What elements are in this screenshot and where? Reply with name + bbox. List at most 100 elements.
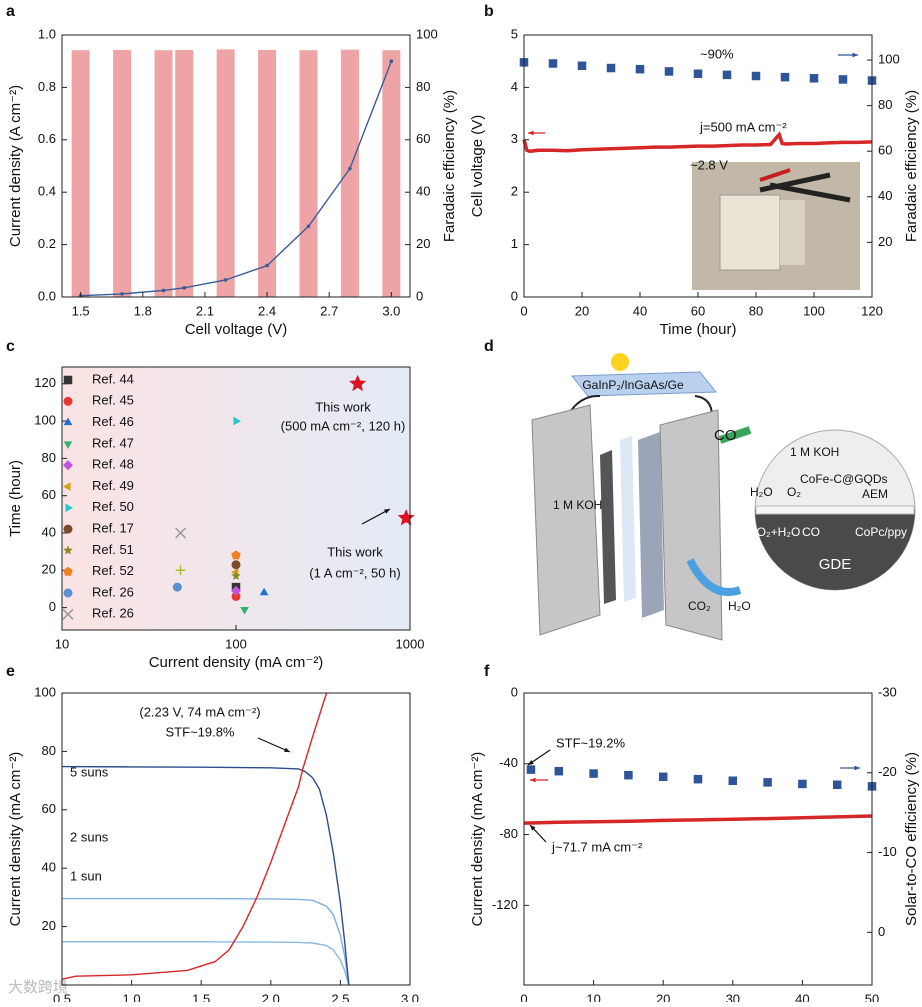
annotation: ~2.8 V xyxy=(690,157,728,172)
sun xyxy=(611,353,629,371)
y-tick-label: 80 xyxy=(42,743,56,758)
y2-tick-label: 60 xyxy=(416,131,430,146)
plate xyxy=(531,404,601,636)
diagram-label: 1 M KOH xyxy=(553,498,602,512)
aem xyxy=(755,505,915,515)
marker xyxy=(763,778,772,787)
marker xyxy=(175,527,187,539)
y2-tick-label: 40 xyxy=(416,184,430,199)
y2-axis-label: Solar-to-CO efficiency (%) xyxy=(903,752,920,926)
bar xyxy=(340,49,359,298)
x-tick-label: 120 xyxy=(861,303,883,318)
marker xyxy=(693,774,703,784)
y2-tick-label: 60 xyxy=(878,143,892,158)
annotation: STF~19.2% xyxy=(556,735,625,750)
y2-tick-label: -20 xyxy=(878,764,897,779)
annotation-arrow xyxy=(257,737,291,753)
line-point xyxy=(348,166,352,171)
y2-tick-label: 0 xyxy=(416,288,423,303)
x-axis-label: Current density (mA cm⁻²) xyxy=(149,654,324,671)
annotation: j~71.7 mA cm⁻² xyxy=(551,839,643,854)
x-tick-label: 40 xyxy=(633,303,647,318)
y-tick-label: 4 xyxy=(511,79,518,94)
annotation: 1 sun xyxy=(70,868,102,883)
x-tick-label: 30 xyxy=(726,991,740,1002)
marker xyxy=(175,565,186,576)
line-point xyxy=(182,286,187,290)
marker xyxy=(231,560,241,570)
legend-label: Ref. 48 xyxy=(92,457,134,472)
x-axis-label: Time (hour) xyxy=(660,321,737,338)
photo-device xyxy=(780,200,805,265)
annotation: ~90% xyxy=(700,46,734,61)
x-axis-label: Cell voltage (V) xyxy=(185,321,288,338)
y-axis-label: Current density (mA cm⁻²) xyxy=(7,752,24,927)
diagram-label: CO xyxy=(714,427,737,444)
arrow-head xyxy=(530,777,536,783)
annotation: STF~19.8% xyxy=(165,724,234,739)
diagram-label: H₂O xyxy=(750,485,773,499)
y-tick-label: 80 xyxy=(42,450,56,465)
x-tick-label: 100 xyxy=(803,303,825,318)
y-tick-label: 0 xyxy=(511,288,518,303)
x-tick-label: 2.5 xyxy=(331,991,349,1002)
photo-cable xyxy=(759,168,791,182)
y2-tick-label: 80 xyxy=(878,97,892,112)
line xyxy=(522,131,873,154)
panel-label: f xyxy=(484,663,490,680)
diagram-label: H₂O xyxy=(728,599,751,613)
bar xyxy=(154,50,173,297)
y-tick-label: 120 xyxy=(34,375,56,390)
marker xyxy=(722,70,732,80)
y-tick-label: 0.4 xyxy=(38,184,56,199)
plot-frame xyxy=(61,692,411,986)
y-tick-label: 5 xyxy=(511,26,518,41)
y2-tick-label: 80 xyxy=(416,79,430,94)
marker xyxy=(172,582,182,592)
annotation: This work xyxy=(327,544,383,559)
y-tick-label: 1.0 xyxy=(38,26,56,41)
y2-tick-label: 40 xyxy=(878,188,892,203)
legend-label: Ref. 49 xyxy=(92,478,134,493)
annotation: j=500 mA cm⁻² xyxy=(699,119,787,134)
line-point xyxy=(389,59,394,63)
legend-marker xyxy=(63,566,73,576)
y-tick-label: 40 xyxy=(42,860,56,875)
y-tick-label: 0.6 xyxy=(38,131,56,146)
bar xyxy=(113,49,132,298)
x-tick-label: 0 xyxy=(520,991,527,1002)
y-axis-label: Time (hour) xyxy=(7,460,24,537)
y-axis-label: Current density (A cm⁻²) xyxy=(7,85,24,247)
legend-label: Ref. 45 xyxy=(92,393,134,408)
solar-cell xyxy=(570,371,718,397)
annotation: (2.23 V, 74 mA cm⁻²) xyxy=(139,704,260,719)
x-tick-label: 1.0 xyxy=(123,991,141,1002)
y-tick-label: 1 xyxy=(511,236,518,251)
y2-tick-label: 100 xyxy=(416,26,438,41)
diagram-label: AEM xyxy=(862,487,888,501)
y2-tick-label: -30 xyxy=(878,684,897,699)
line-point xyxy=(306,224,311,229)
diagram-label: CO xyxy=(802,525,820,539)
annotation: (1 A cm⁻², 50 h) xyxy=(309,565,400,580)
diagram-label: O₂ xyxy=(787,485,801,499)
x-tick-label: 3.0 xyxy=(382,303,400,318)
x-tick-label: 1000 xyxy=(396,636,425,651)
plot-frame xyxy=(523,692,873,986)
marker xyxy=(635,64,645,74)
x-tick-label: 100 xyxy=(225,636,247,651)
y2-axis-label: Faradaic efficiency (%) xyxy=(441,90,458,242)
co-arrow xyxy=(718,426,752,444)
legend-marker xyxy=(63,482,71,491)
legend-label: Ref. 47 xyxy=(92,435,134,450)
y2-tick-label: 20 xyxy=(878,234,892,249)
annotation: This work xyxy=(315,399,371,414)
diagram-label: CoPc/ppy xyxy=(855,525,907,539)
panel-label: b xyxy=(484,3,494,20)
marker xyxy=(231,585,241,596)
arrow-head xyxy=(528,130,534,136)
line-point xyxy=(265,263,269,268)
co2-arrow xyxy=(686,558,742,596)
x-tick-label: 1.5 xyxy=(72,303,90,318)
x-tick-label: 2.7 xyxy=(320,303,338,318)
